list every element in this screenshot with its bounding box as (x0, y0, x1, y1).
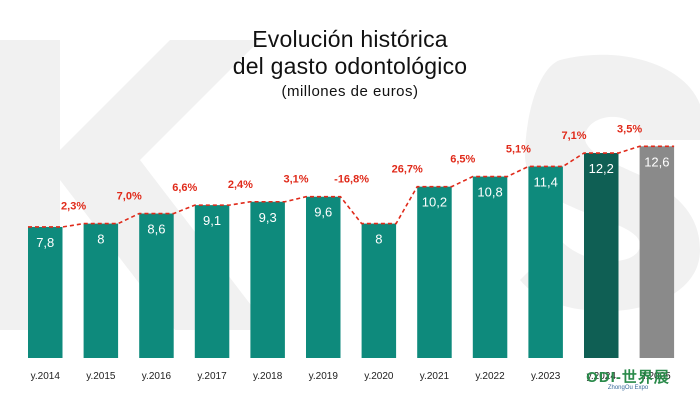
expo-logo-subtext: ZhongOu Expo (607, 385, 649, 391)
growth-label: 3,5% (617, 123, 642, 135)
bar-value-label: 8 (375, 232, 382, 247)
bar (472, 176, 508, 358)
bar-value-label: 10,8 (477, 185, 502, 200)
growth-label: 2,4% (228, 179, 253, 191)
bar (250, 201, 285, 358)
x-tick-label: f.2025 (643, 371, 671, 382)
bar-value-label: 7,8 (36, 235, 54, 250)
expo-logo-text: ODI-世界展 (586, 369, 670, 386)
growth-trend-line (28, 145, 675, 228)
x-tick-label: y.2017 (197, 371, 227, 382)
bars-group (28, 146, 675, 358)
x-tick-label: y.2015 (86, 371, 116, 382)
x-tick-label: y.2022 (475, 371, 505, 382)
bar (194, 205, 230, 358)
growth-label: 6,5% (450, 154, 475, 166)
bar-value-label: 12,2 (589, 161, 614, 176)
bar-value-label: 12,6 (644, 154, 669, 169)
bar-value-label: 9,1 (203, 213, 221, 228)
bar-value-label: 11,4 (533, 174, 557, 189)
bar-value-label: 9,6 (314, 205, 332, 220)
bar-value-label: 8,6 (147, 222, 165, 237)
x-tick-label: y.2019 (309, 371, 339, 382)
bar (361, 223, 397, 358)
bar-value-label: 9,3 (259, 210, 277, 225)
x-tick-label: y.2018 (253, 371, 283, 382)
bar (306, 196, 341, 358)
growth-label: 7,1% (561, 130, 586, 142)
growth-line-group (28, 145, 675, 228)
growth-label: 7,0% (117, 191, 142, 203)
growth-label: 2,3% (61, 201, 86, 213)
expo-logo-watermark: ODI-世界展 ZhongOu Expo (583, 352, 673, 404)
bar (83, 223, 119, 358)
x-tick-label: y.2016 (142, 371, 172, 382)
x-tick-label: y.2014 (31, 371, 61, 382)
bar (417, 186, 452, 358)
x-tick-label: y.2021 (420, 371, 450, 382)
labels-group: 7,8 y.2014 8 y.2015 8,6 y.2016 9,1 y.2017 9,3 y.2… (31, 123, 672, 382)
growth-label: -16,8% (334, 174, 369, 186)
bar (639, 146, 675, 358)
growth-label: 26,7% (392, 164, 423, 176)
bar (584, 153, 619, 358)
x-tick-label: y.2024 (587, 371, 617, 382)
x-tick-label: y.2020 (364, 371, 394, 382)
x-tick-label: y.2023 (531, 371, 561, 382)
growth-label: 6,6% (172, 182, 197, 194)
bar (139, 213, 174, 358)
growth-label: 3,1% (283, 174, 308, 186)
growth-label: 5,1% (506, 143, 531, 155)
bar-value-label: 10,2 (422, 195, 447, 210)
bar-value-label: 8 (97, 232, 104, 247)
bar (528, 166, 563, 358)
bar (28, 226, 63, 358)
